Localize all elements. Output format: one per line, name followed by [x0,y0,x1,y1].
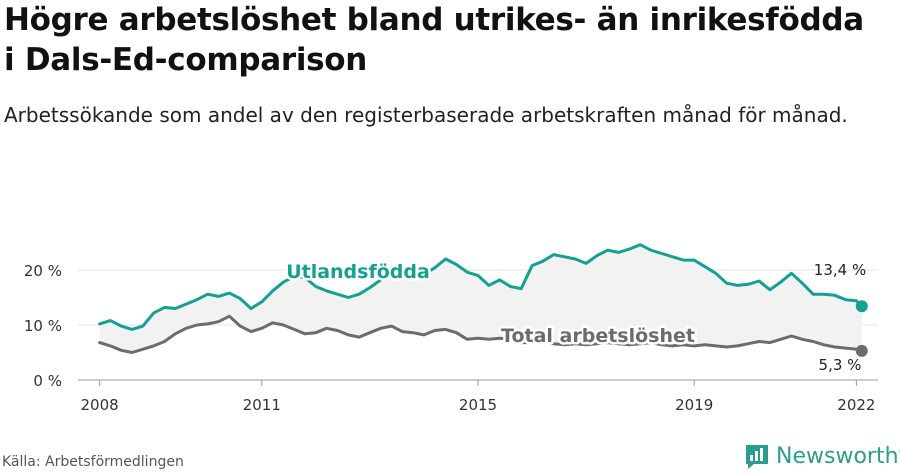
x-tick-label: 2011 [243,396,281,414]
x-tick-label: 2015 [459,396,497,414]
chart-title: Högre arbetslöshet bland utrikes- än inr… [4,2,864,78]
series-line-foreign-born [98,243,864,331]
series-label-total: Total arbetslöshet [501,325,695,347]
gap-area [99,244,862,353]
newsworthy-logo-icon [746,445,768,469]
y-tick-label: 0 % [33,372,62,390]
source-note: Källa: Arbetsförmedlingen [2,454,184,470]
end-label-total: 5,3 % [819,356,862,374]
brand: Newsworthy [744,441,900,471]
end-point-foreign-born [855,300,868,313]
brand-name: Newsworthy [776,443,900,469]
x-tick-label: 2022 [837,396,875,414]
y-tick-label: 10 % [24,317,62,335]
x-tick-label: 2008 [81,396,119,414]
chart-subtitle: Arbetssökande som andel av den registerb… [4,103,848,127]
end-label-foreign-born: 13,4 % [814,261,866,279]
series-line-total [98,314,864,354]
y-tick-label: 20 % [24,262,62,280]
x-tick-label: 2019 [675,396,713,414]
end-point-total [855,344,868,357]
series-label-foreign-born: Utlandsfödda [286,261,430,283]
